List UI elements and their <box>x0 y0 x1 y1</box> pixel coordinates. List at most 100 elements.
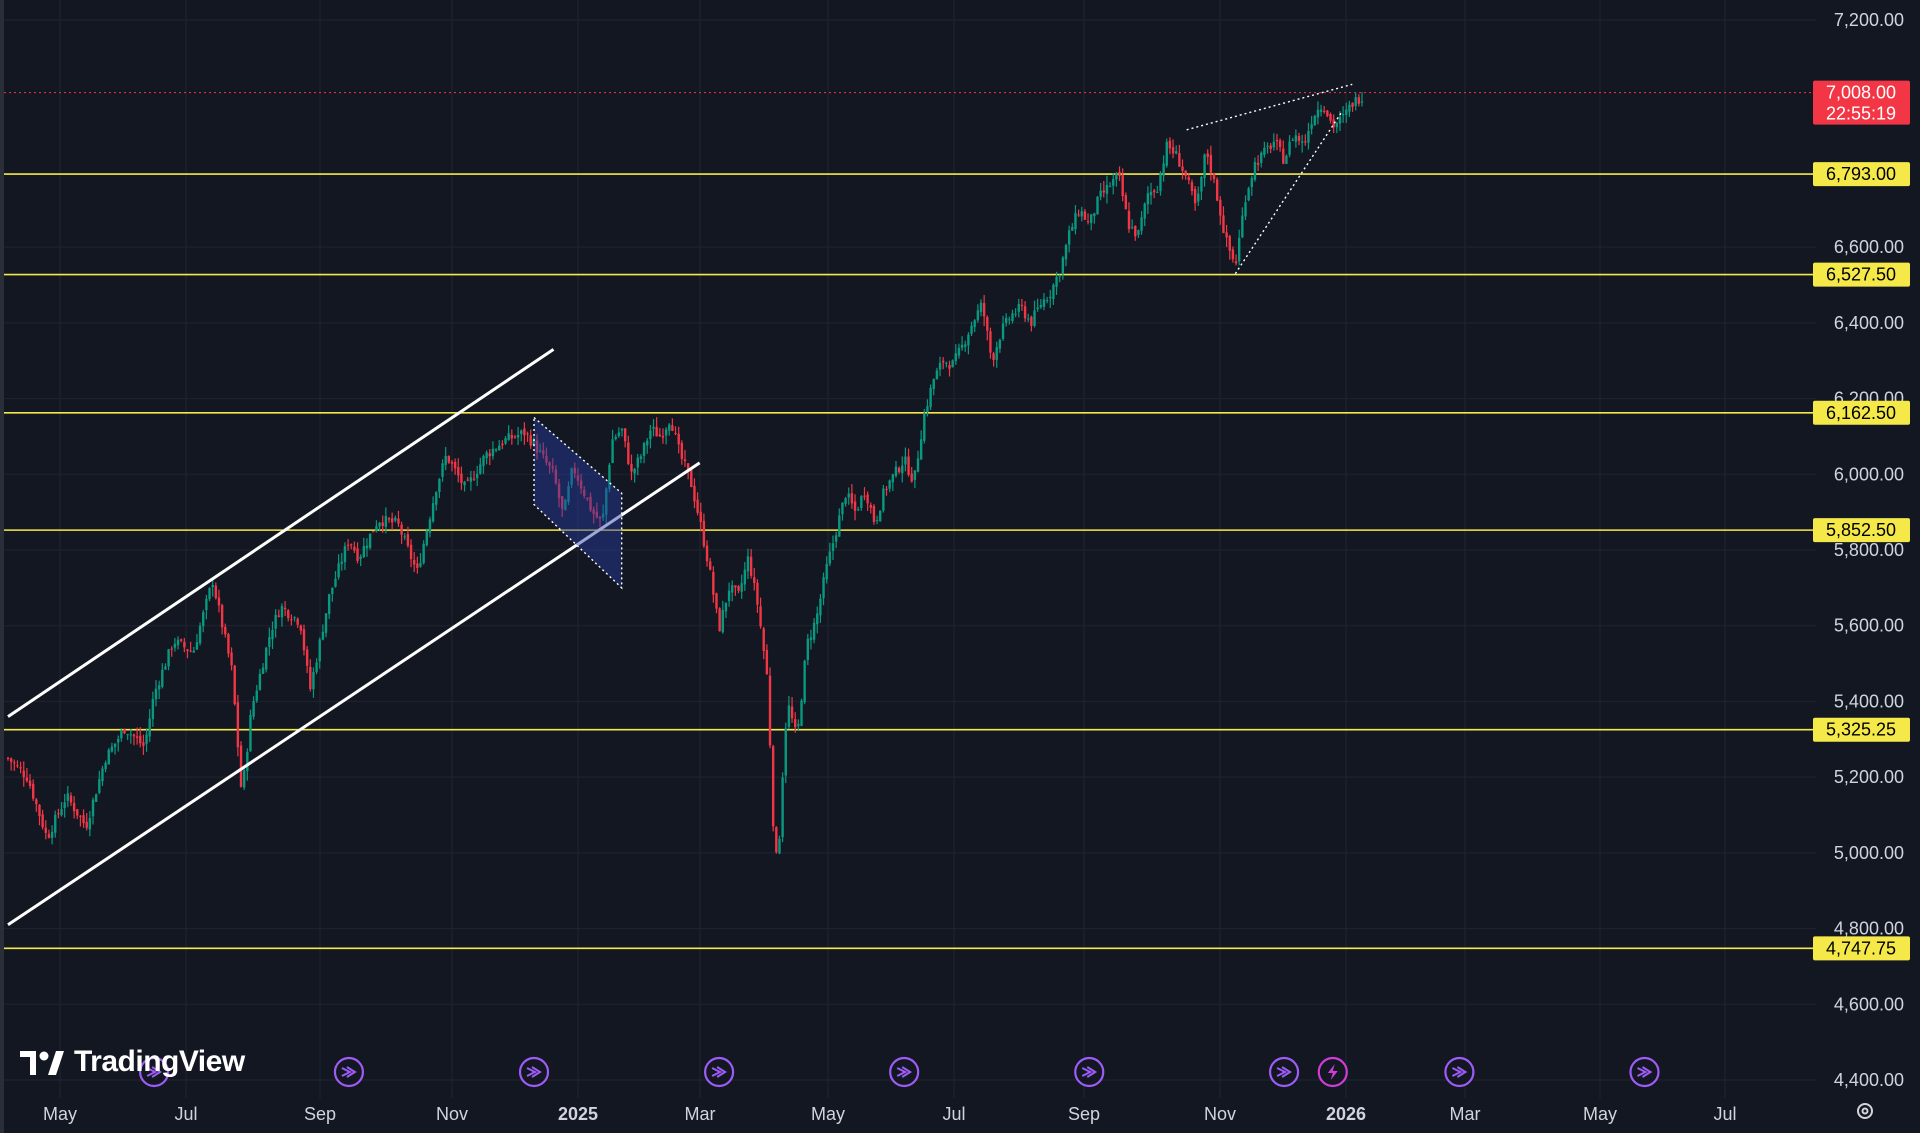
candle <box>1162 155 1165 182</box>
candle <box>948 360 951 377</box>
candle-body <box>633 468 636 474</box>
candle-body <box>38 804 41 817</box>
candle <box>312 667 315 698</box>
candle-body <box>882 488 885 511</box>
candle-body <box>794 719 797 728</box>
candle-body <box>970 325 973 334</box>
candle <box>309 659 312 692</box>
candle-body <box>1020 304 1024 306</box>
candle-body <box>1354 97 1357 106</box>
candle-body <box>564 499 567 511</box>
candle-body <box>1222 215 1225 234</box>
candle-body <box>1105 184 1109 194</box>
candle <box>113 743 117 755</box>
candle <box>986 315 989 341</box>
candle <box>1307 122 1310 150</box>
candle <box>283 601 287 617</box>
candle-body <box>233 665 236 705</box>
candle <box>671 418 674 432</box>
candle <box>816 606 819 634</box>
bolt-event-icon[interactable] <box>1317 1056 1348 1088</box>
event-arrow-icon[interactable] <box>333 1056 365 1088</box>
candle <box>145 728 148 752</box>
candle-body <box>299 625 303 631</box>
candle <box>1080 206 1083 222</box>
event-arrow-icon[interactable] <box>889 1056 920 1088</box>
candle-body <box>246 751 249 772</box>
candle-body <box>113 743 117 748</box>
candle-body <box>444 455 447 465</box>
event-arrow-icon[interactable] <box>703 1056 735 1088</box>
candle-body <box>1360 101 1364 103</box>
candle-body <box>72 802 76 812</box>
arrow-glyph <box>1451 1066 1468 1078</box>
candle <box>362 537 366 559</box>
candle-body <box>183 641 186 648</box>
candle-body <box>1341 114 1345 116</box>
candle-body <box>31 783 35 799</box>
candle <box>617 427 621 438</box>
candle <box>838 508 841 537</box>
candle <box>397 510 400 527</box>
candle-body <box>708 561 712 570</box>
candle-body <box>847 493 850 498</box>
candle <box>951 359 954 368</box>
candle <box>63 794 66 818</box>
candle-body <box>1008 319 1011 321</box>
candle <box>60 801 63 817</box>
candle <box>280 603 284 627</box>
candle-body <box>189 650 192 652</box>
level-label: 6,527.50 <box>1826 265 1896 285</box>
candle <box>85 813 88 831</box>
candle-body <box>699 511 702 522</box>
candle-body <box>542 450 545 455</box>
level-label: 5,852.50 <box>1826 520 1896 540</box>
candle <box>9 757 13 771</box>
candle-body <box>1115 173 1118 180</box>
candle-body <box>1181 166 1184 171</box>
candle-body <box>834 535 838 542</box>
candle <box>400 521 403 544</box>
candle <box>1083 209 1087 220</box>
candle <box>1099 182 1102 201</box>
candle-body <box>1033 310 1036 326</box>
candle-body <box>951 360 954 368</box>
event-arrow-icon[interactable] <box>1074 1056 1105 1088</box>
candle-body <box>290 619 293 621</box>
chart-settings-icon[interactable] <box>1854 1100 1876 1122</box>
event-arrow-icon[interactable] <box>518 1056 550 1088</box>
candle-body <box>54 814 57 833</box>
x-tick-label: May <box>1583 1104 1617 1124</box>
candle-body <box>885 488 888 490</box>
candle-body <box>888 480 891 489</box>
candle-body <box>964 344 967 347</box>
event-arrow-icon[interactable] <box>1268 1056 1300 1088</box>
candle <box>211 579 214 597</box>
x-tick-label: Nov <box>436 1104 468 1124</box>
candle <box>1225 224 1228 248</box>
candle-body <box>293 617 296 619</box>
event-arrow-icon[interactable] <box>1444 1056 1475 1088</box>
candle <box>164 663 167 670</box>
candle <box>620 427 624 437</box>
candle-body <box>265 647 268 670</box>
candle <box>1175 145 1178 155</box>
candle <box>633 467 636 483</box>
candle-body <box>538 450 542 452</box>
candle-body <box>305 649 309 666</box>
candle <box>1197 186 1200 206</box>
candle-body <box>598 516 602 519</box>
candle-body <box>1203 154 1206 178</box>
candle-body <box>397 518 400 524</box>
candle <box>13 759 16 772</box>
candle <box>1036 298 1039 312</box>
candle <box>258 668 262 691</box>
candle <box>1077 209 1080 217</box>
candle-body <box>403 536 406 538</box>
event-arrow-icon[interactable] <box>139 1056 170 1088</box>
candle <box>381 515 384 533</box>
event-arrow-icon[interactable] <box>1629 1056 1660 1088</box>
y-tick-label: 7,200.00 <box>1834 10 1904 30</box>
